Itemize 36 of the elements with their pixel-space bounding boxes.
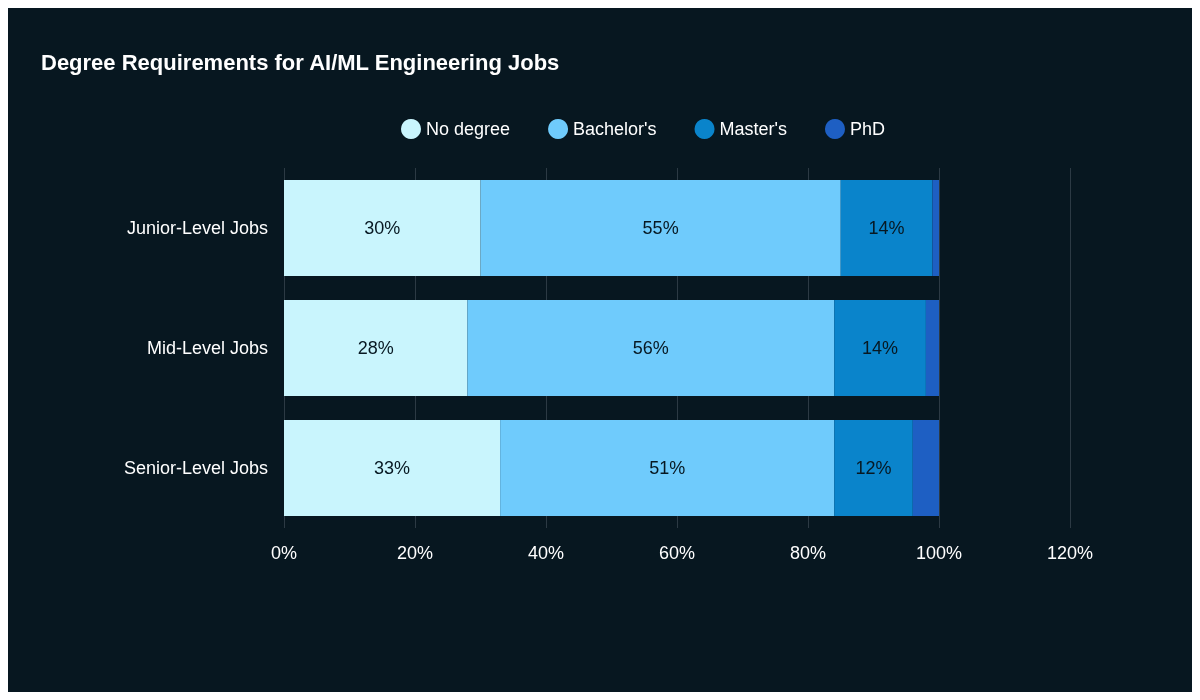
x-tick-label: 40%	[527, 543, 565, 563]
data-label: 30%	[364, 218, 401, 238]
legend-label: PhD	[849, 119, 885, 139]
data-label: 28%	[357, 338, 394, 358]
data-label: 55%	[642, 218, 679, 238]
bar	[834, 300, 926, 396]
bar	[925, 300, 939, 396]
bar	[500, 420, 835, 516]
data-label: 33%	[374, 458, 411, 478]
bar	[480, 180, 841, 276]
legend-label: Master's	[719, 119, 787, 139]
y-tick-label: Junior-Level Jobs	[126, 218, 268, 238]
data-label: 12%	[855, 458, 892, 478]
chart-title: Degree Requirements for AI/ML Engineering Jobs	[41, 49, 560, 75]
x-tick-label: 60%	[658, 543, 696, 563]
bar	[284, 420, 501, 516]
x-tick-label: 100%	[915, 543, 963, 563]
data-label: 56%	[632, 338, 669, 358]
legend-label: Bachelor's	[573, 119, 657, 139]
bar	[834, 420, 913, 516]
x-tick-label: 120%	[1046, 543, 1094, 563]
y-tick-label: Mid-Level Jobs	[146, 338, 268, 358]
x-tick-label: 0%	[270, 543, 298, 563]
bar	[840, 180, 933, 276]
bar	[284, 180, 481, 276]
bar	[467, 300, 835, 396]
x-tick-label: 80%	[789, 543, 827, 563]
x-tick-label: 20%	[396, 543, 434, 563]
data-label: 51%	[649, 458, 686, 478]
legend-label: No degree	[426, 119, 511, 139]
bar	[932, 180, 939, 276]
data-label: 14%	[862, 338, 899, 358]
y-tick-label: Senior-Level Jobs	[123, 458, 268, 478]
data-label: 14%	[868, 218, 905, 238]
bar	[912, 420, 939, 516]
bar	[284, 300, 468, 396]
